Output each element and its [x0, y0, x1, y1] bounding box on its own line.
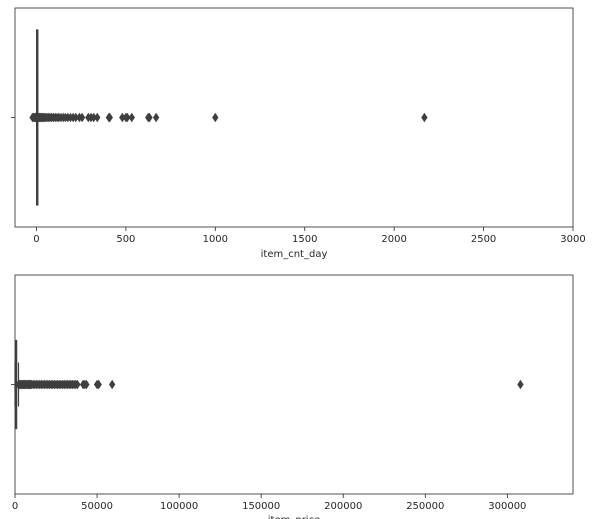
outlier-point: [78, 112, 86, 123]
x-tick-label: 150000: [242, 501, 280, 512]
outlier-point: [106, 112, 113, 123]
outlier-point: [517, 379, 524, 390]
x-tick-label: 50000: [81, 501, 113, 512]
x-tick-label: 200000: [324, 501, 362, 512]
x-tick-label: 1000: [203, 234, 228, 245]
outlier-point: [124, 112, 131, 123]
x-axis: 0 50000 100000 150000 200000 250000 300000: [12, 494, 526, 512]
x-axis: 0 500 1000 1500 2000 2500 3000: [33, 227, 586, 245]
outlier-point: [95, 379, 102, 390]
x-tick-label: 1500: [292, 234, 317, 245]
x-tick-label: 500: [116, 234, 135, 245]
outlier-point: [83, 379, 90, 390]
subplot-item-cnt-day: 0 500 1000 1500 2000 2500 3000 item_cnt_day: [11, 7, 586, 260]
x-tick-label: 0: [33, 234, 39, 245]
box-marks: [14, 339, 524, 430]
outlier-point: [94, 112, 101, 123]
outlier-point: [146, 112, 153, 123]
outlier-point: [421, 112, 428, 123]
box-marks: [29, 29, 428, 206]
x-tick-label: 100000: [160, 501, 198, 512]
x-tick-label: 3000: [560, 234, 585, 245]
x-tick-label: 2000: [381, 234, 406, 245]
outlier-point: [152, 112, 160, 123]
plot-frame: [14, 274, 574, 495]
x-tick-label: 2500: [471, 234, 496, 245]
x-axis-label: item_price: [268, 515, 320, 519]
x-tick-label: 300000: [488, 501, 526, 512]
subplot-item-price: 0 50000 100000 150000 200000 250000 300000 ite…: [11, 274, 574, 519]
x-tick-label: 0: [12, 501, 18, 512]
x-tick-label: 250000: [406, 501, 444, 512]
x-axis-label: item_cnt_day: [261, 249, 328, 260]
outlier-point: [74, 379, 81, 390]
outlier-point: [108, 379, 116, 390]
outlier-point: [212, 112, 219, 123]
outlier-point: [128, 112, 135, 123]
